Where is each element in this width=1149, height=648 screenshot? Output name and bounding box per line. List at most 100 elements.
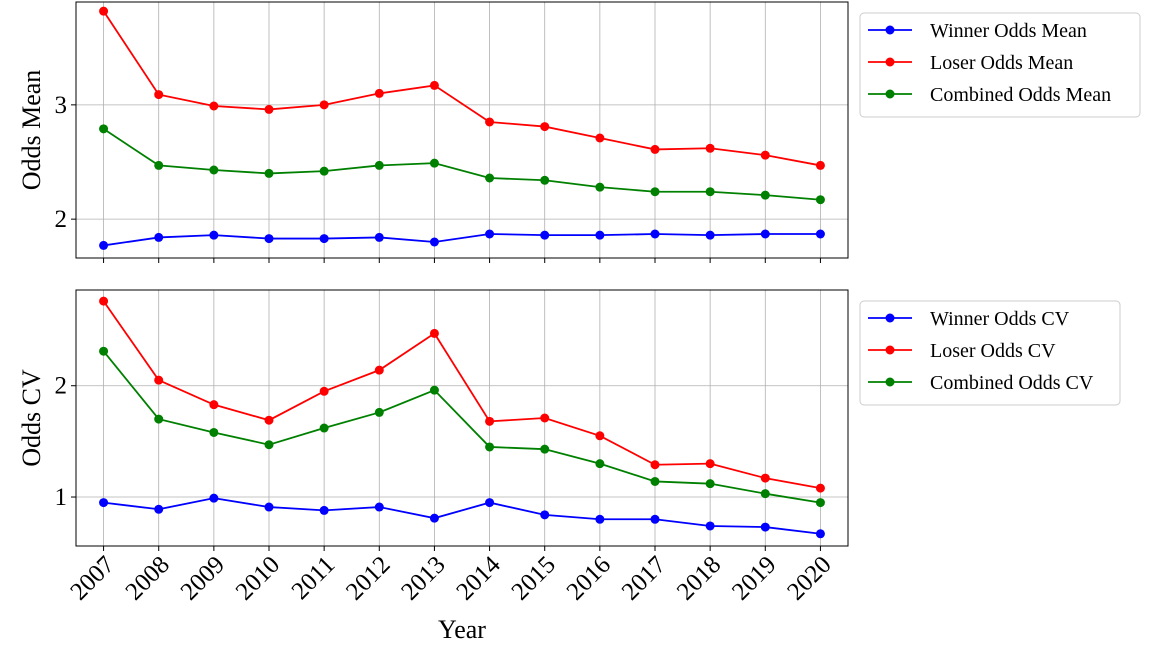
data-point — [429, 237, 439, 247]
data-point — [99, 346, 109, 356]
data-point — [595, 230, 605, 240]
data-point — [540, 175, 550, 185]
data-point — [319, 166, 329, 176]
data-point — [595, 182, 605, 192]
data-point — [540, 444, 550, 454]
data-point — [595, 514, 605, 524]
data-point — [429, 158, 439, 168]
data-point — [650, 460, 660, 470]
data-point — [374, 160, 384, 170]
data-point — [540, 122, 550, 132]
data-point — [374, 502, 384, 512]
x-tick-label: 2018 — [672, 551, 726, 605]
data-point — [540, 510, 550, 520]
legend-frame — [859, 300, 1121, 406]
data-point — [650, 476, 660, 486]
x-tick-label: 2015 — [507, 551, 561, 605]
data-point — [815, 160, 825, 170]
data-point — [319, 423, 329, 433]
data-point — [705, 479, 715, 489]
x-tick-label: 2013 — [396, 551, 450, 605]
legend-marker — [885, 313, 895, 323]
data-point — [595, 133, 605, 143]
legend-label: Winner Odds CV — [930, 308, 1070, 330]
legend: Winner Odds Mean Loser Odds Mean Combined … — [859, 12, 1141, 118]
data-point — [705, 459, 715, 469]
data-point — [705, 187, 715, 197]
data-point — [264, 168, 274, 178]
data-point — [595, 431, 605, 441]
y-tick-label: 1 — [55, 484, 68, 511]
legend-marker — [885, 377, 895, 387]
legend-marker — [885, 345, 895, 355]
legend-label: Winner Odds Mean — [930, 20, 1087, 42]
y-tick-label: 2 — [55, 206, 68, 233]
data-point — [485, 229, 495, 239]
data-point — [429, 513, 439, 523]
legend-label: Loser Odds CV — [930, 340, 1056, 362]
axes-frame — [75, 1, 849, 259]
data-point — [264, 104, 274, 114]
data-point — [540, 413, 550, 423]
legend-label: Loser Odds Mean — [930, 52, 1073, 74]
data-point — [99, 498, 109, 508]
x-tick-label: 2010 — [231, 551, 285, 605]
data-point — [374, 365, 384, 375]
data-point — [760, 150, 770, 160]
y-axis-label: Odds Mean — [17, 70, 46, 191]
y-tick-label: 3 — [55, 92, 68, 119]
x-tick-label: 2019 — [727, 551, 781, 605]
legend: Winner Odds CV Loser Odds CV Combined Odds… — [859, 300, 1121, 406]
data-point — [209, 101, 219, 111]
x-tick-label: 2014 — [451, 551, 506, 606]
legend-marker — [885, 89, 895, 99]
legend-marker — [885, 25, 895, 35]
x-tick-label: 2016 — [562, 551, 616, 605]
data-point — [319, 505, 329, 515]
data-point — [815, 483, 825, 493]
legend-marker — [885, 57, 895, 67]
x-tick-label: 2017 — [617, 551, 671, 605]
data-point — [760, 190, 770, 200]
data-point — [154, 160, 164, 170]
x-tick-label: 2007 — [65, 551, 119, 605]
data-point — [485, 416, 495, 426]
data-point — [540, 230, 550, 240]
data-point — [429, 80, 439, 90]
series-line — [102, 10, 821, 167]
legend-label: Combined Odds CV — [930, 372, 1094, 394]
data-point — [154, 375, 164, 385]
data-point — [650, 144, 660, 154]
data-point — [154, 90, 164, 100]
data-point — [99, 6, 109, 16]
data-point — [209, 493, 219, 503]
data-point — [264, 415, 274, 425]
data-point — [760, 489, 770, 499]
legend-label: Combined Odds Mean — [930, 84, 1111, 106]
data-point — [264, 440, 274, 450]
data-point — [650, 229, 660, 239]
y-axis-label: Odds CV — [17, 369, 46, 467]
data-point — [374, 88, 384, 98]
series-line — [102, 300, 821, 490]
data-point — [815, 195, 825, 205]
x-axis-label: Year — [438, 615, 486, 644]
data-point — [760, 473, 770, 483]
data-point — [99, 240, 109, 250]
data-point — [319, 234, 329, 244]
data-point — [319, 100, 329, 110]
data-point — [264, 234, 274, 244]
data-point — [650, 187, 660, 197]
data-point — [485, 442, 495, 452]
data-point — [209, 230, 219, 240]
data-point — [319, 386, 329, 396]
legend-frame — [859, 12, 1141, 118]
data-point — [705, 230, 715, 240]
axes-frame — [75, 289, 849, 547]
data-point — [374, 407, 384, 417]
data-point — [374, 232, 384, 242]
data-point — [99, 296, 109, 306]
data-point — [705, 143, 715, 153]
